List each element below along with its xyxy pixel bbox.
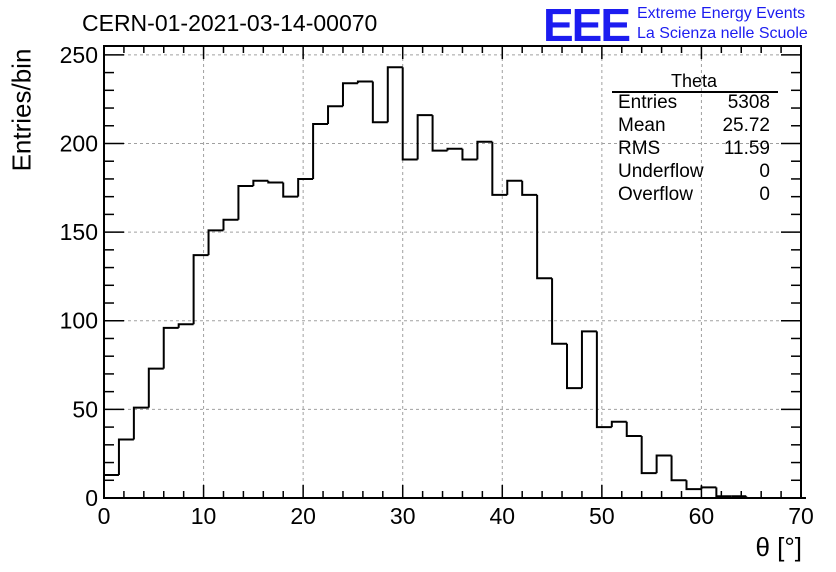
x-tick-label: 50 [589,503,615,529]
histogram-bin [386,66,403,123]
plot-border [103,45,802,499]
histogram-bin [580,330,597,389]
histogram-bin [207,229,224,256]
histogram-bin [162,326,179,369]
stats-value: 11.59 [723,138,770,159]
histogram-bin [401,67,418,161]
histogram-bin [700,486,717,490]
stats-key: Overflow [618,184,693,205]
histogram-bin [252,179,269,187]
histogram-bin [536,194,553,280]
histogram-bin [431,115,448,152]
stats-divider [612,91,778,93]
y-tick-label: 50 [72,396,98,422]
stats-value: 25.72 [722,115,770,136]
y-tick-label: 0 [85,485,98,511]
histogram-bars [103,66,806,499]
x-tick-label: 60 [689,503,715,529]
histogram-bin [297,177,314,197]
x-tick-label: 70 [788,503,814,529]
y-tick-label: 250 [60,42,98,68]
x-tick-label: 10 [191,503,217,529]
histogram-bin [416,114,433,160]
histogram-bin [117,438,134,475]
histogram-bin [341,82,358,107]
axis-ticks [103,46,802,499]
eee-logo: EEE [543,0,631,51]
histogram-bin [625,421,642,437]
x-tick-label: 40 [489,503,515,529]
stats-value: 5308 [727,92,770,113]
histogram-bin [282,182,299,198]
histogram-bin [312,122,329,179]
histogram-bin [222,218,239,231]
x-tick-label: 0 [98,503,111,529]
x-axis-label: θ [°] [755,532,802,562]
histogram-bin [192,254,209,325]
histogram-bin [566,343,582,390]
histogram-bin [147,367,164,408]
histogram-bin [103,473,119,498]
histogram-bin [327,105,343,124]
histogram-bin [551,278,568,345]
histogram-bin [521,180,538,196]
histogram-bin [506,179,523,195]
histogram-bin [491,141,508,196]
histogram-bin [446,147,463,151]
stats-title: Theta [670,71,718,91]
histogram-bin [685,480,702,491]
histogram-bin [371,81,388,124]
stats-key: Entries [618,92,678,113]
y-axis-label: Entries/bin [6,48,37,172]
histogram-bin [177,323,194,328]
plot-frame [103,45,802,499]
tick-labels: 0 10 20 30 40 50 60 70 0 50 100 150 200 250 [60,42,814,529]
stats-value: 0 [759,161,770,182]
histogram-bin [356,80,373,84]
stats-key: Underflow [618,161,704,182]
x-tick-label: 20 [290,503,316,529]
histogram-bin [476,140,493,160]
stats-key: RMS [618,138,661,159]
histogram-bin [132,406,149,440]
run-title: CERN-01-2021-03-14-00070 [82,10,378,36]
histogram-bin [237,185,254,220]
histogram-bin [640,435,657,475]
histogram-bin [670,455,687,482]
grid-lines [104,46,801,498]
histogram-bin [595,331,612,429]
y-tick-label: 150 [60,219,98,245]
stats-value: 0 [759,184,770,205]
histogram-bin [461,148,478,161]
y-tick-label: 100 [60,308,98,334]
histogram-bin [610,420,627,428]
histogram-bin [715,487,732,498]
y-tick-label: 200 [60,130,98,156]
stats-key: Mean [618,115,666,136]
logo-subtitle-1: Extreme Energy Events [637,5,806,22]
histogram-bin [655,454,672,474]
histogram-bin [267,180,284,184]
x-tick-label: 30 [390,503,416,529]
logo-subtitle-2: La Scienza nelle Scuole [637,25,808,42]
